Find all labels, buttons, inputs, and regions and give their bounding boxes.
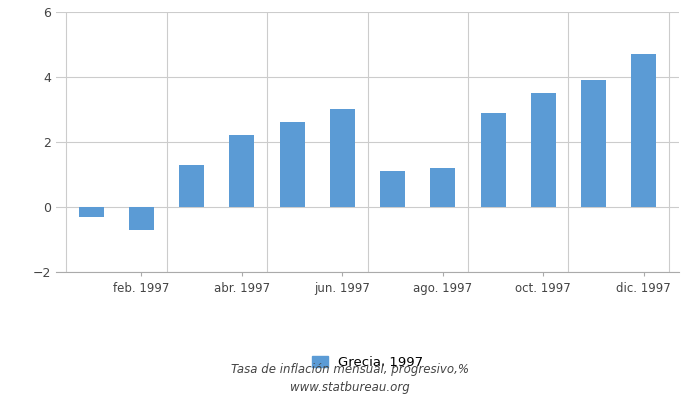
Bar bbox=[430, 168, 456, 207]
Bar bbox=[78, 207, 104, 217]
Text: www.statbureau.org: www.statbureau.org bbox=[290, 382, 410, 394]
Bar bbox=[330, 110, 355, 207]
Legend: Grecia, 1997: Grecia, 1997 bbox=[307, 351, 428, 375]
Bar bbox=[380, 171, 405, 207]
Bar bbox=[129, 207, 154, 230]
Bar bbox=[179, 165, 204, 207]
Bar bbox=[279, 122, 304, 207]
Bar bbox=[480, 113, 505, 207]
Bar bbox=[581, 80, 606, 207]
Bar bbox=[531, 93, 556, 207]
Bar bbox=[230, 136, 255, 207]
Text: Tasa de inflación mensual, progresivo,%: Tasa de inflación mensual, progresivo,% bbox=[231, 364, 469, 376]
Bar bbox=[631, 54, 657, 207]
